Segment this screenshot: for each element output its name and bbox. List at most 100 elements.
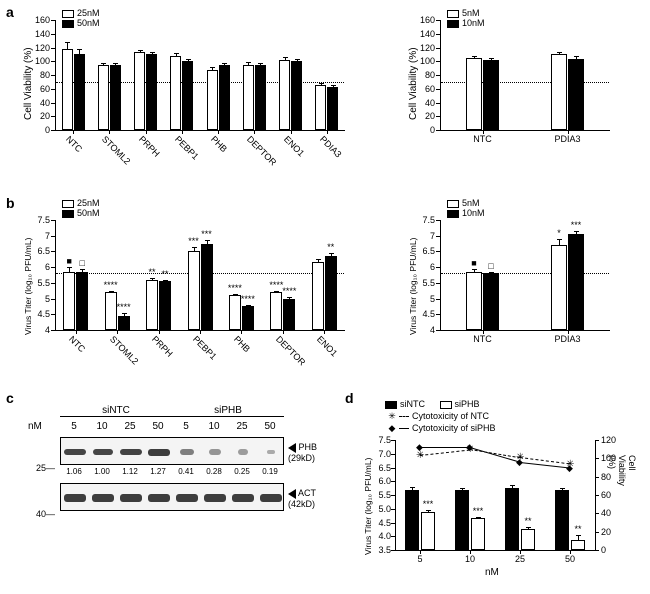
xtick-lbl: DEPTOR (245, 134, 278, 167)
lane-lbl: 5 (60, 421, 88, 432)
legend-d-siphb: siPHB (455, 399, 480, 409)
densitometry: 1.27 (144, 467, 172, 476)
bar (568, 59, 584, 131)
bar-sintc (455, 490, 469, 551)
bar (219, 65, 230, 130)
phb-mw: 25— (36, 463, 55, 473)
sig-marker: **** (115, 302, 133, 312)
xtick-lbl: PEBP1 (191, 334, 219, 362)
bar (255, 65, 266, 130)
panel-b-left-ytitle: Virus Titer (log₁₀ PFU/mL) (23, 238, 33, 335)
densitometry: 1.12 (116, 467, 144, 476)
xtick-lbl: PHB (209, 134, 229, 154)
legend-lbl-25nm: 25nM (77, 8, 100, 18)
legend-lbl-10nm: 10nM (462, 18, 485, 28)
xtick-lbl: PRPH (137, 134, 162, 159)
act-blot (60, 483, 284, 511)
bar (170, 56, 181, 130)
sig-marker: □ (73, 258, 91, 268)
panel-d-legend: siNTC siPHB ✳Cytotoxicity of NTC ◆Cytoto… (385, 398, 496, 434)
bar (243, 65, 254, 130)
bar (159, 281, 171, 330)
panel-a-right-legend: 5nM 10nM (447, 8, 485, 28)
panel-a-right-chart: 020406080100120140160NTCPDIA3 (440, 20, 610, 130)
sig-marker: *** (565, 220, 587, 230)
lane-lbl: 5 (172, 421, 200, 432)
label-a: a (6, 4, 14, 20)
bar (291, 61, 302, 130)
bar (182, 61, 193, 130)
densitometry: 0.41 (172, 467, 200, 476)
lane-lbl: 10 (88, 421, 116, 432)
panel-b-left-legend: 25nM 50nM (62, 198, 100, 218)
panel-a-right-ytitle: Cell Viability (%) (408, 47, 419, 120)
bar (551, 54, 567, 130)
line-seg (420, 447, 470, 448)
xtick-lbl: PRPH (149, 334, 174, 359)
sig-marker: *** (468, 506, 488, 516)
legend-d-cytophb: Cytotoxicity of siPHB (412, 423, 496, 433)
act-mw: 40— (36, 509, 55, 519)
bar (551, 245, 567, 330)
phb-label: PHB(29kD) (288, 442, 317, 463)
legend-lbl-b50: 50nM (77, 208, 100, 218)
densitometry: 0.19 (256, 467, 284, 476)
bar (74, 54, 85, 130)
xtick-lbl: PDIA3 (543, 134, 593, 144)
panel-d-y2title: Cell Viability (%) (607, 455, 637, 486)
panel-b-right-chart: 44.555.566.577.5■□NTC****PDIA3 (440, 220, 610, 330)
xtick-lbl: 5 (405, 554, 435, 564)
xtick-lbl: 50 (555, 554, 585, 564)
densitometry: 1.00 (88, 467, 116, 476)
sig-marker: □ (480, 261, 502, 271)
sig-marker: **** (280, 286, 298, 296)
bar (315, 85, 326, 130)
xtick-lbl: PHB (232, 334, 252, 354)
sig-marker: **** (226, 283, 244, 293)
sig-marker: **** (239, 294, 257, 304)
bar-siphb (471, 518, 485, 550)
label-d: d (345, 390, 354, 406)
bar (270, 292, 282, 330)
densitometry: 1.06 (60, 467, 88, 476)
bar (568, 234, 584, 330)
xtick-lbl: STOML2 (100, 134, 132, 166)
bar-sintc (505, 488, 519, 550)
panel-b-right-ytitle: Virus Titer (log₁₀ PFU/mL) (408, 238, 418, 335)
bar (327, 87, 338, 130)
nm-label: nM (28, 421, 42, 432)
sig-marker: ** (568, 524, 588, 534)
sig-marker: ** (156, 269, 174, 279)
xtick-lbl: PDIA3 (318, 134, 343, 159)
bar (242, 306, 254, 330)
xtick-lbl: DEPTOR (274, 334, 307, 367)
xtick-lbl: NTC (64, 134, 84, 154)
bar (146, 280, 158, 330)
bar (483, 273, 499, 330)
sig-marker: *** (198, 229, 216, 239)
xtick-lbl: NTC (67, 334, 87, 354)
bar (146, 54, 157, 130)
bar (62, 49, 73, 130)
panel-d-chart: 3.54.04.55.05.56.06.57.07.50204060801001… (395, 440, 595, 550)
xtick-lbl: PEBP1 (173, 134, 201, 162)
x-title: nM (485, 567, 499, 578)
bar (134, 52, 145, 130)
densitometry: 0.28 (200, 467, 228, 476)
xtick-lbl: NTC (458, 334, 508, 344)
label-c: c (6, 390, 14, 406)
densitometry: 0.25 (228, 467, 256, 476)
panel-a-left-ytitle: Cell Viability (%) (23, 47, 34, 120)
legend-lbl-5nm: 5nM (462, 8, 480, 18)
bar (283, 299, 295, 330)
label-b: b (6, 195, 15, 211)
lane-lbl: 25 (116, 421, 144, 432)
xtick-lbl: PDIA3 (543, 334, 593, 344)
xtick-lbl: ENO1 (315, 334, 339, 358)
bar (466, 272, 482, 330)
phb-blot (60, 437, 284, 465)
bar (76, 272, 88, 330)
bar-sintc (555, 490, 569, 551)
bar (279, 60, 290, 130)
panel-b-left-chart: 44.555.566.577.5■□NTC********STOML2****P… (55, 220, 345, 330)
